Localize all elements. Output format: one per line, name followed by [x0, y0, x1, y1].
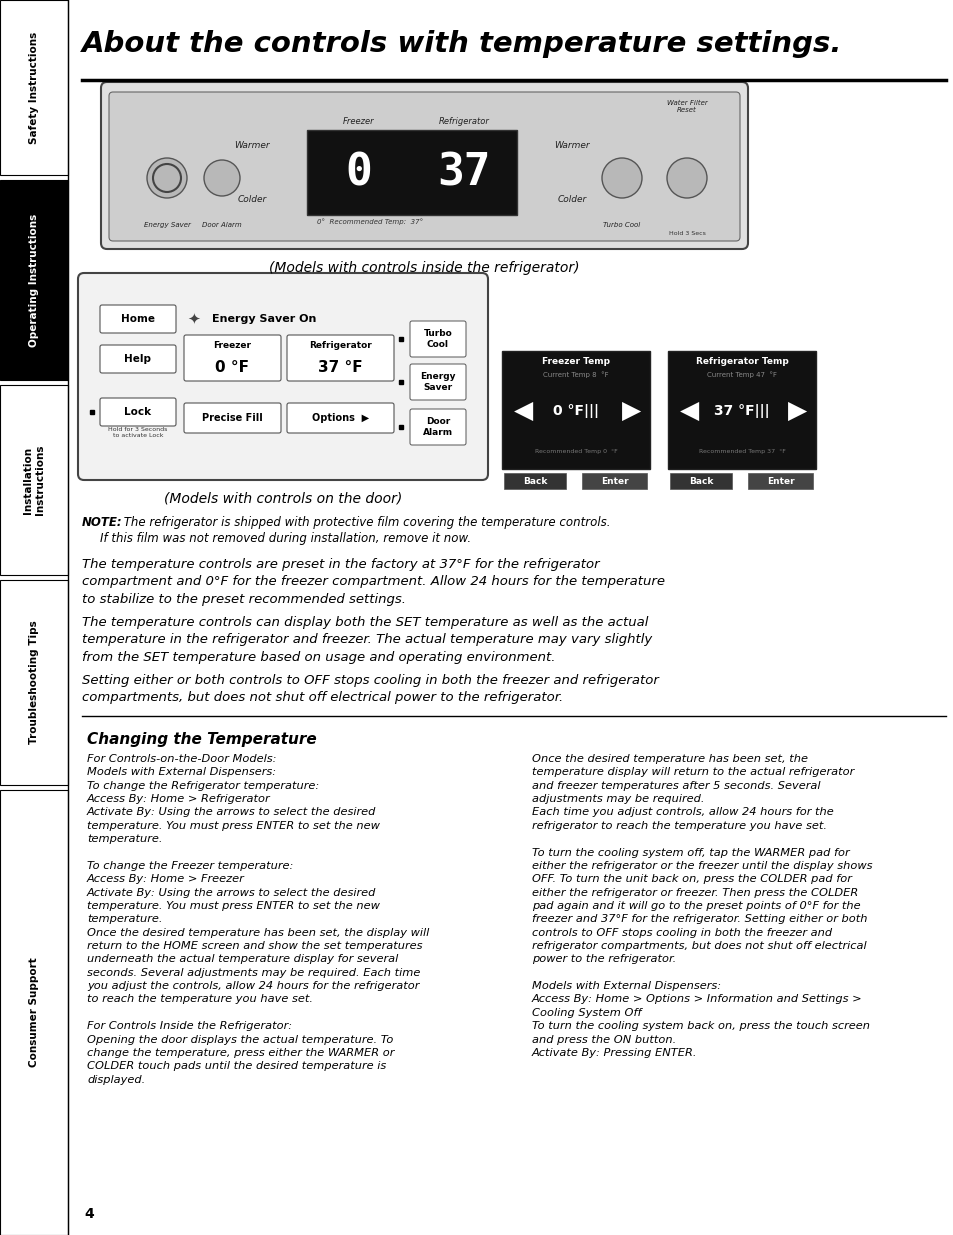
Text: 37 °F: 37 °F [318, 359, 362, 374]
Text: Turbo Cool: Turbo Cool [602, 222, 640, 228]
Text: ✦: ✦ [188, 311, 200, 326]
Text: Setting either or both controls to ​OFF stops cooling in both the freezer and re: Setting either or both controls to ​OFF … [82, 674, 659, 704]
Text: Freezer Temp: Freezer Temp [541, 357, 609, 366]
Text: Current Temp 47  °F: Current Temp 47 °F [706, 370, 776, 378]
Bar [667, 351, 815, 469]
Text: Recommended Temp 0  °F: Recommended Temp 0 °F [534, 448, 617, 453]
Bar [307, 130, 517, 215]
Text: 0: 0 [345, 151, 372, 194]
FancyBboxPatch shape [109, 91, 740, 241]
Text: Door Alarm: Door Alarm [202, 222, 242, 228]
Text: ▶: ▶ [787, 399, 807, 424]
Text: 0 °F: 0 °F [215, 359, 250, 374]
Text: Safety Instructions: Safety Instructions [29, 31, 39, 143]
Text: Energy Saver: Energy Saver [143, 222, 191, 228]
Text: Hold for 3 Seconds
to activate Lock: Hold for 3 Seconds to activate Lock [109, 427, 168, 437]
Text: 0°  Recommended Temp:  37°: 0° Recommended Temp: 37° [316, 219, 422, 225]
FancyBboxPatch shape [100, 398, 175, 426]
Text: (Models with controls inside the refrigerator): (Models with controls inside the refrige… [269, 261, 579, 275]
Text: Hold 3 Secs: Hold 3 Secs [668, 231, 704, 236]
Text: Help: Help [125, 354, 152, 364]
FancyBboxPatch shape [100, 305, 175, 333]
Bar [0, 385, 68, 576]
Text: 37: 37 [436, 151, 490, 194]
Circle shape [204, 161, 240, 196]
Text: The temperature controls are preset in the factory at ​37°F for the refrigerator: The temperature controls are preset in t… [82, 558, 664, 606]
Text: Refrigerator: Refrigerator [437, 117, 489, 126]
Text: The refrigerator is shipped with protective film covering the temperature contro: The refrigerator is shipped with protect… [120, 516, 610, 529]
Text: 4: 4 [84, 1207, 93, 1221]
FancyBboxPatch shape [184, 403, 281, 433]
Circle shape [601, 158, 641, 198]
Text: Enter: Enter [766, 477, 794, 485]
Text: ◀: ◀ [514, 399, 533, 424]
Text: Troubleshooting Tips: Troubleshooting Tips [29, 621, 39, 745]
Text: Options  ▶: Options ▶ [312, 412, 369, 424]
Bar [581, 473, 646, 489]
Bar [669, 473, 731, 489]
Text: (Models with controls on the door): (Models with controls on the door) [164, 492, 402, 506]
Circle shape [666, 158, 706, 198]
Text: Current Temp 8  °F: Current Temp 8 °F [542, 370, 608, 378]
Text: If this film was not removed during installation, remove it now.: If this film was not removed during inst… [100, 532, 471, 545]
Text: For Controls-on-the-Door Models:
Models with External Dispensers:
To change the : For Controls-on-the-Door Models: Models … [87, 755, 429, 1084]
Text: ▶: ▶ [621, 399, 641, 424]
Text: Back: Back [522, 477, 547, 485]
FancyBboxPatch shape [410, 321, 465, 357]
Text: Warmer: Warmer [233, 141, 270, 149]
Text: The temperature controls can display both the ​SET temperature as well as the ac: The temperature controls can display bot… [82, 616, 652, 664]
Bar [503, 473, 565, 489]
Bar [0, 180, 68, 380]
Text: Lock: Lock [124, 408, 152, 417]
Text: Home: Home [121, 314, 154, 324]
Text: 0 °F|||: 0 °F||| [553, 404, 598, 417]
Circle shape [147, 158, 187, 198]
Text: Turbo
Cool: Turbo Cool [423, 330, 452, 348]
Text: Once the desired temperature has been set, the
temperature display will return t: Once the desired temperature has been se… [532, 755, 872, 1058]
Text: Changing the Temperature: Changing the Temperature [87, 732, 316, 747]
Bar [0, 580, 68, 785]
FancyBboxPatch shape [78, 273, 488, 480]
Text: Refrigerator: Refrigerator [309, 341, 372, 350]
FancyBboxPatch shape [184, 335, 281, 382]
FancyBboxPatch shape [410, 364, 465, 400]
Text: Operating Instructions: Operating Instructions [29, 214, 39, 347]
Text: Door
Alarm: Door Alarm [422, 417, 453, 437]
Text: About the controls with temperature settings.: About the controls with temperature sett… [82, 30, 841, 58]
Bar [501, 351, 649, 469]
Text: Warmer: Warmer [554, 141, 589, 149]
FancyBboxPatch shape [410, 409, 465, 445]
Text: Precise Fill: Precise Fill [202, 412, 263, 424]
Text: Freezer: Freezer [213, 341, 252, 350]
Text: Colder: Colder [557, 195, 586, 205]
Text: Energy Saver On: Energy Saver On [212, 314, 316, 324]
Text: ◀: ◀ [679, 399, 699, 424]
Text: NOTE:: NOTE: [82, 516, 123, 529]
FancyBboxPatch shape [287, 403, 394, 433]
Text: Consumer Support: Consumer Support [29, 957, 39, 1067]
FancyBboxPatch shape [287, 335, 394, 382]
Bar [0, 0, 68, 1235]
Text: Enter: Enter [600, 477, 628, 485]
Text: Recommended Temp 37  °F: Recommended Temp 37 °F [698, 448, 784, 453]
Bar [0, 790, 68, 1235]
Text: 37 °F|||: 37 °F||| [714, 404, 769, 417]
Bar [0, 0, 68, 175]
Text: Installation
Instructions: Installation Instructions [23, 445, 45, 515]
Text: Freezer: Freezer [343, 117, 375, 126]
Text: Refrigerator Temp: Refrigerator Temp [695, 357, 787, 366]
FancyBboxPatch shape [100, 345, 175, 373]
Text: Energy
Saver: Energy Saver [420, 372, 456, 391]
FancyBboxPatch shape [101, 82, 747, 249]
Text: Water Filter
Reset: Water Filter Reset [666, 100, 706, 112]
Bar [747, 473, 812, 489]
Text: Colder: Colder [237, 195, 266, 205]
Text: Back: Back [688, 477, 713, 485]
